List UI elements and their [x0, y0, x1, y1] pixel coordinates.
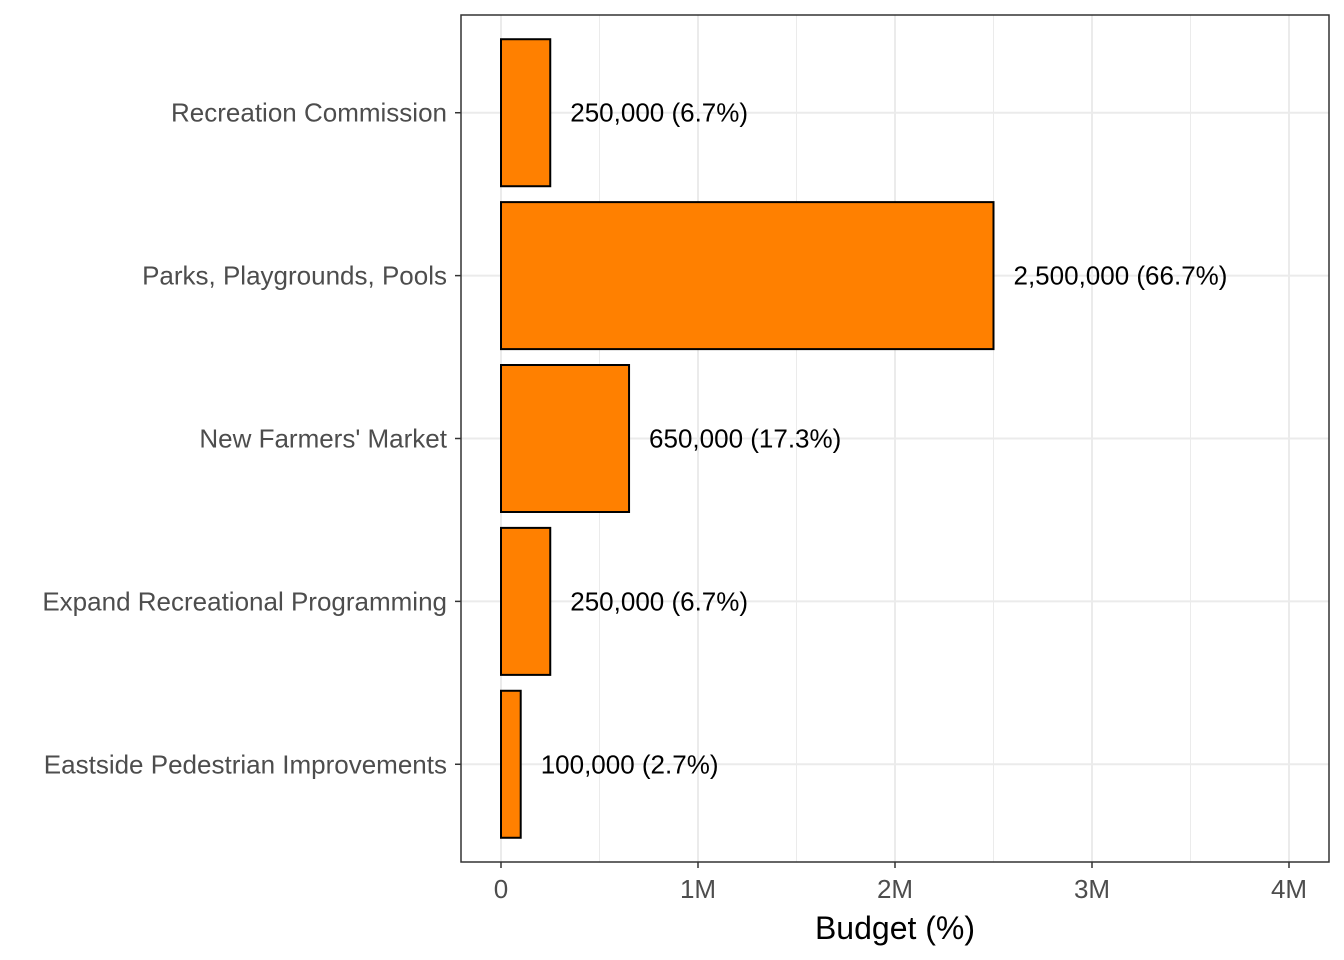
data-labels-group: 250,000 (6.7%) 2,500,000 (66.7%) 650,000 (…: [541, 98, 1228, 780]
bar: [500, 38, 552, 188]
x-axis: 0 1M 2M 3M 4M: [494, 862, 1307, 904]
x-tick-label: 0: [494, 874, 508, 904]
bar: [500, 201, 995, 351]
category-label: New Farmers' Market: [199, 424, 447, 454]
bar: [500, 364, 631, 513]
x-axis-title: Budget (%): [815, 910, 975, 946]
data-label: 250,000 (6.7%): [570, 98, 748, 128]
y-axis: Recreation Commission Parks, Playgrounds,…: [42, 98, 461, 779]
category-label: Recreation Commission: [171, 98, 447, 128]
x-tick-label: 3M: [1074, 874, 1110, 904]
bar: [500, 689, 522, 839]
x-tick-label: 2M: [877, 874, 913, 904]
category-label: Expand Recreational Programming: [42, 586, 447, 616]
data-label: 250,000 (6.7%): [570, 586, 748, 616]
bars-group: [500, 38, 995, 839]
category-label: Parks, Playgrounds, Pools: [142, 261, 447, 291]
bar: [500, 526, 552, 676]
x-tick-label: 4M: [1271, 874, 1307, 904]
data-label: 2,500,000 (66.7%): [1014, 261, 1228, 291]
data-label: 650,000 (17.3%): [649, 424, 841, 454]
x-tick-label: 1M: [680, 874, 716, 904]
data-label: 100,000 (2.7%): [541, 749, 719, 779]
category-label: Eastside Pedestrian Improvements: [44, 749, 447, 779]
